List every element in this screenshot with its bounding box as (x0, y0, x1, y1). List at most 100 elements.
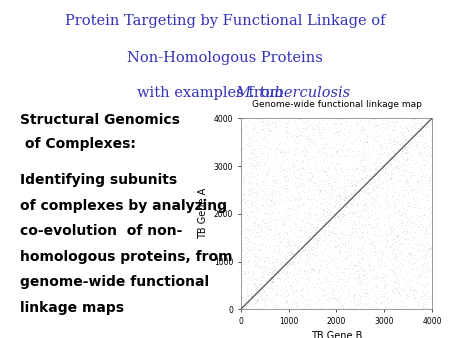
Point (353, 215, 360, 221)
Point (348, 200, 355, 205)
Point (423, 119, 431, 124)
Point (331, 202, 338, 207)
Point (342, 194, 349, 200)
Point (290, 184, 297, 190)
Point (241, 307, 248, 312)
Point (248, 186, 256, 191)
Point (277, 149, 284, 154)
Point (279, 267, 287, 272)
Point (290, 262, 297, 268)
Point (300, 182, 307, 187)
Point (329, 209, 336, 214)
Point (252, 277, 260, 283)
Point (399, 277, 406, 282)
Point (284, 235, 292, 241)
Point (275, 246, 283, 252)
Point (249, 219, 256, 224)
Point (325, 284, 333, 289)
Point (259, 179, 266, 185)
Point (260, 242, 267, 247)
Point (284, 288, 291, 293)
Point (278, 185, 285, 190)
Point (420, 260, 427, 266)
Point (315, 149, 323, 154)
Point (331, 165, 338, 170)
Point (266, 218, 273, 223)
Point (310, 257, 317, 262)
Point (356, 275, 363, 281)
Point (388, 266, 395, 271)
Point (354, 208, 361, 213)
Point (379, 162, 387, 168)
Point (380, 306, 387, 312)
Point (332, 129, 339, 134)
Point (416, 186, 423, 191)
Point (254, 140, 261, 145)
Point (422, 233, 429, 238)
Point (272, 303, 279, 308)
Point (301, 268, 308, 273)
Point (324, 222, 331, 227)
Point (303, 158, 310, 163)
Point (379, 251, 387, 257)
Point (364, 254, 372, 259)
Point (242, 271, 249, 276)
Point (313, 244, 320, 249)
Point (417, 227, 424, 233)
Point (317, 262, 324, 268)
Point (261, 210, 268, 215)
Point (358, 127, 365, 132)
Point (252, 285, 259, 290)
Point (370, 160, 378, 165)
Point (402, 245, 409, 250)
Point (322, 237, 329, 242)
Point (361, 300, 368, 306)
Point (260, 205, 267, 210)
Point (358, 162, 365, 167)
Point (355, 273, 362, 278)
Point (259, 122, 266, 127)
Point (393, 301, 400, 306)
Point (309, 243, 316, 249)
Point (325, 213, 332, 218)
Point (253, 145, 261, 151)
Point (322, 232, 329, 237)
Point (250, 293, 257, 298)
Point (275, 250, 283, 256)
Point (270, 236, 278, 241)
Point (306, 177, 313, 183)
Point (425, 194, 432, 199)
Point (248, 304, 255, 309)
Point (243, 284, 251, 289)
Point (348, 226, 355, 231)
Point (362, 233, 369, 239)
Point (422, 119, 429, 125)
Point (285, 187, 292, 192)
Point (360, 202, 368, 208)
Point (406, 123, 413, 129)
Point (238, 223, 245, 228)
Point (372, 282, 379, 288)
Point (321, 208, 328, 213)
Point (252, 301, 259, 306)
Point (330, 250, 338, 255)
Point (261, 160, 268, 166)
Point (342, 118, 349, 123)
Point (316, 181, 324, 187)
Point (355, 225, 362, 230)
Text: Structural Genomics: Structural Genomics (20, 113, 180, 127)
Point (343, 135, 351, 141)
Point (247, 256, 254, 262)
Point (241, 270, 248, 276)
Point (267, 226, 274, 232)
Point (262, 170, 269, 175)
Point (421, 193, 428, 198)
Point (404, 236, 411, 242)
Point (356, 150, 363, 155)
Point (373, 305, 380, 310)
Point (254, 276, 261, 282)
Point (388, 223, 395, 229)
Point (254, 216, 261, 221)
Point (332, 299, 339, 305)
Point (370, 197, 378, 202)
